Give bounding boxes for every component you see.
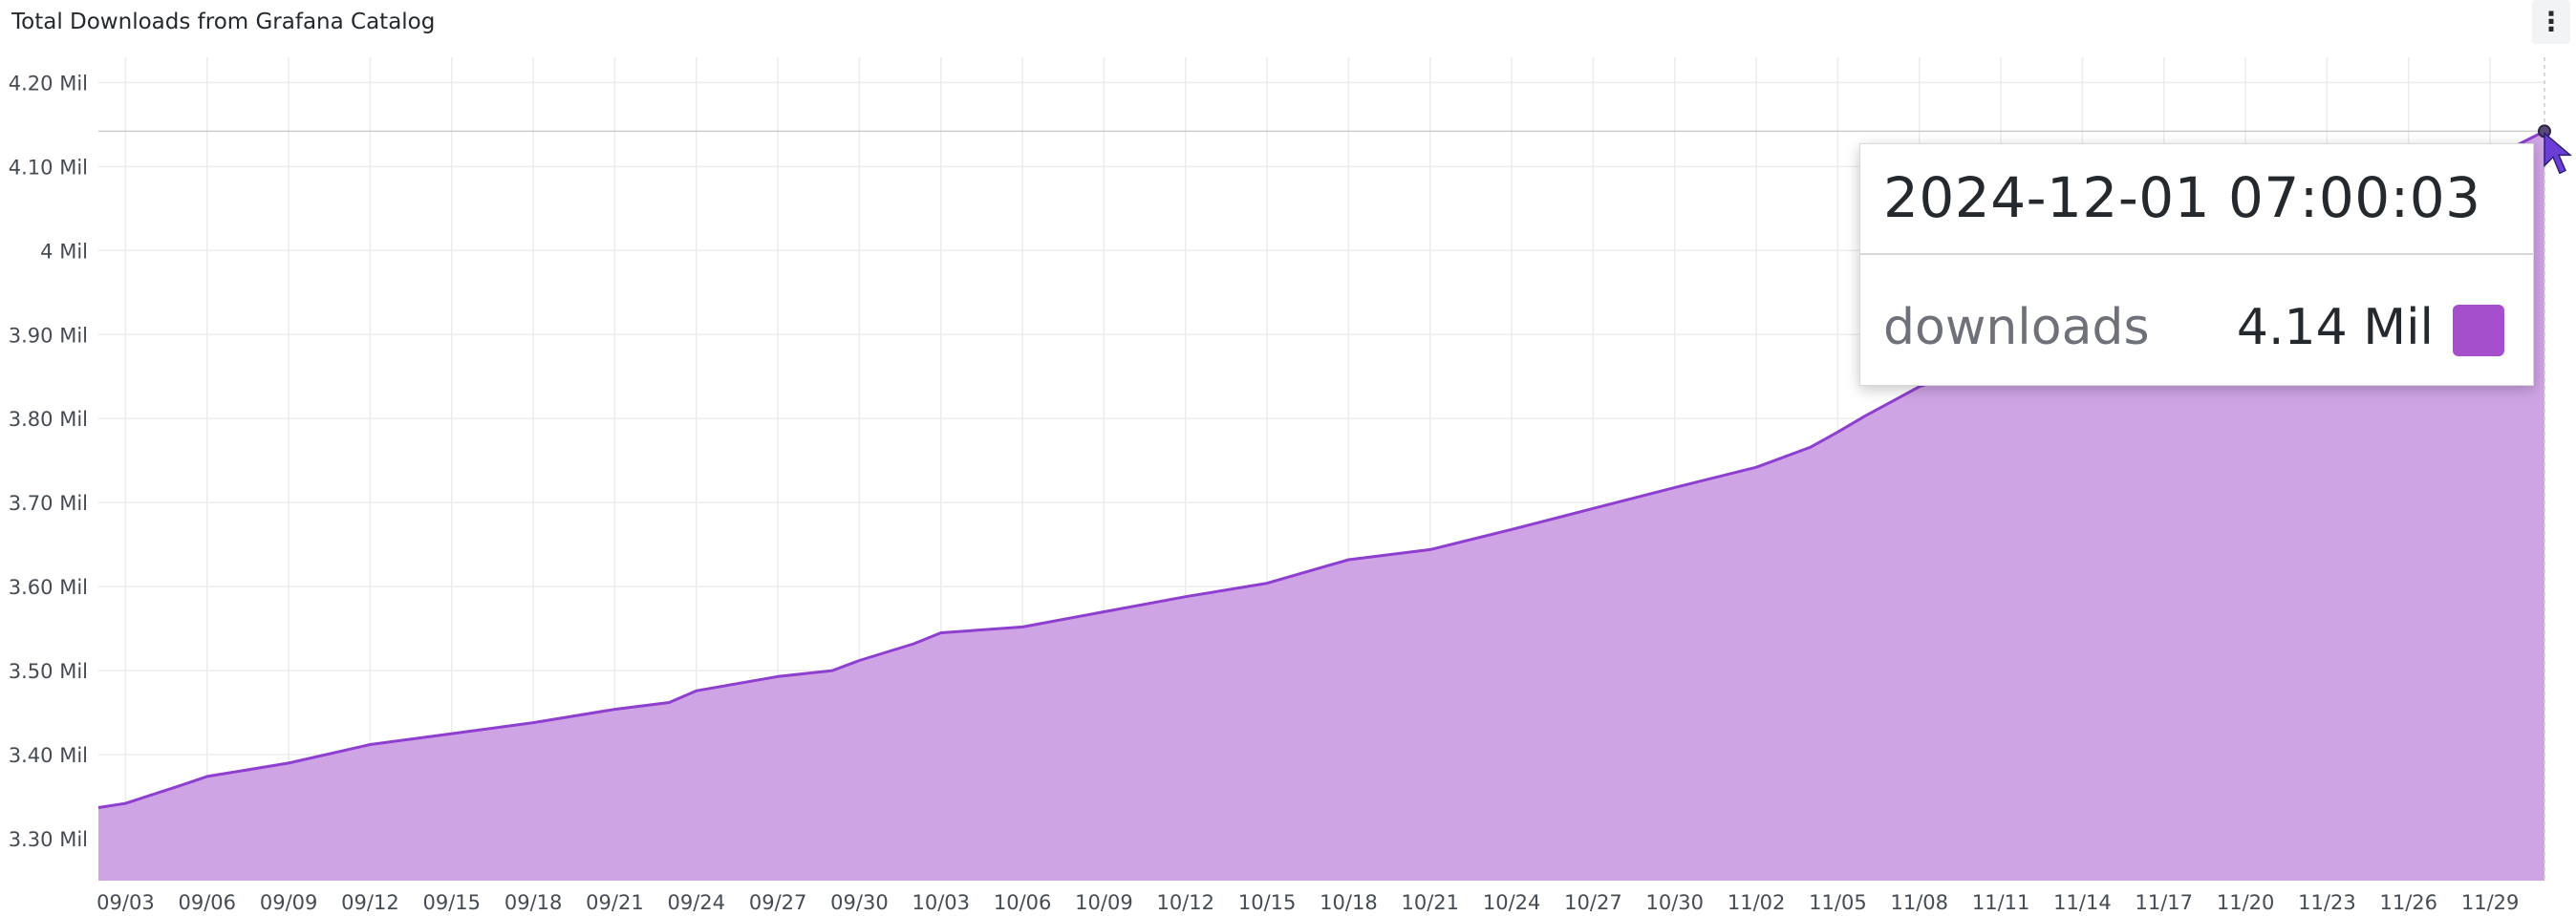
x-tick-label: 09/27 (749, 891, 807, 914)
x-tick-label: 09/12 (341, 891, 399, 914)
series-area (97, 130, 2545, 881)
x-tick-label: 10/24 (1483, 891, 1541, 914)
crosshair (98, 57, 2551, 881)
tooltip-series-name: downloads (1883, 299, 2150, 356)
tooltip-timestamp: 2024-12-01 07:00:03 (1883, 165, 2481, 230)
x-tick-label: 11/11 (1972, 891, 2030, 914)
vertical-dots-icon: ⋮ (2538, 6, 2565, 37)
y-tick-label: 3.30 Mil (9, 828, 88, 851)
x-tick-label: 09/06 (179, 891, 237, 914)
series-line (97, 130, 2545, 809)
y-axis: 3.30 Mil 3.40 Mil 3.50 Mil 3.60 Mil 3.70 Mil… (9, 72, 88, 851)
x-tick-label: 11/29 (2461, 891, 2520, 914)
y-tick-label: 3.60 Mil (9, 576, 88, 599)
y-tick-label: 3.80 Mil (9, 408, 88, 431)
x-tick-label: 11/17 (2136, 891, 2194, 914)
x-tick-label: 11/02 (1728, 891, 1786, 914)
x-tick-label: 10/03 (912, 891, 971, 914)
panel-menu-button[interactable]: ⋮ (2532, 0, 2570, 44)
x-tick-label: 11/23 (2298, 891, 2356, 914)
y-tick-label: 4.10 Mil (9, 156, 88, 179)
cursor (2544, 131, 2573, 175)
x-tick-label: 10/18 (1320, 891, 1378, 914)
mouse-pointer-icon (2544, 131, 2573, 175)
x-tick-label: 09/09 (260, 891, 318, 914)
y-tick-label: 4 Mil (40, 240, 88, 263)
hover-tooltip: 2024-12-01 07:00:03 downloads 4.14 Mil (1859, 143, 2534, 386)
x-tick-label: 10/15 (1238, 891, 1297, 914)
x-tick-label: 09/24 (668, 891, 726, 914)
x-tick-label: 09/21 (586, 891, 644, 914)
x-tick-label: 11/20 (2217, 891, 2275, 914)
x-tick-label: 11/08 (1891, 891, 1949, 914)
x-tick-label: 10/06 (994, 891, 1052, 914)
x-axis: 09/03 09/06 09/09 09/12 09/15 09/18 09/21 09/24… (97, 891, 2519, 914)
x-tick-label: 09/30 (830, 891, 889, 914)
x-tick-label: 10/21 (1402, 891, 1460, 914)
x-tick-label: 10/27 (1564, 891, 1622, 914)
x-tick-label: 10/12 (1157, 891, 1215, 914)
x-tick-label: 09/03 (97, 891, 155, 914)
y-tick-label: 4.20 Mil (9, 72, 88, 95)
x-tick-label: 10/09 (1075, 891, 1133, 914)
tooltip-series-color-swatch (2453, 305, 2504, 356)
x-tick-label: 11/14 (2053, 891, 2112, 914)
panel-title: Total Downloads from Grafana Catalog (11, 10, 436, 34)
tooltip-header: 2024-12-01 07:00:03 (1860, 144, 2533, 255)
x-tick-label: 09/15 (423, 891, 482, 914)
y-tick-label: 3.70 Mil (9, 492, 88, 515)
series-area-fill (98, 131, 2544, 881)
tooltip-series-value: 4.14 Mil (2236, 299, 2434, 356)
x-tick-label: 10/30 (1646, 891, 1705, 914)
y-tick-label: 3.50 Mil (9, 660, 88, 683)
x-tick-label: 09/18 (504, 891, 563, 914)
x-tick-label: 11/26 (2380, 891, 2438, 914)
x-tick-label: 11/05 (1809, 891, 1867, 914)
y-tick-label: 3.40 Mil (9, 744, 88, 767)
y-tick-label: 3.90 Mil (9, 324, 88, 347)
